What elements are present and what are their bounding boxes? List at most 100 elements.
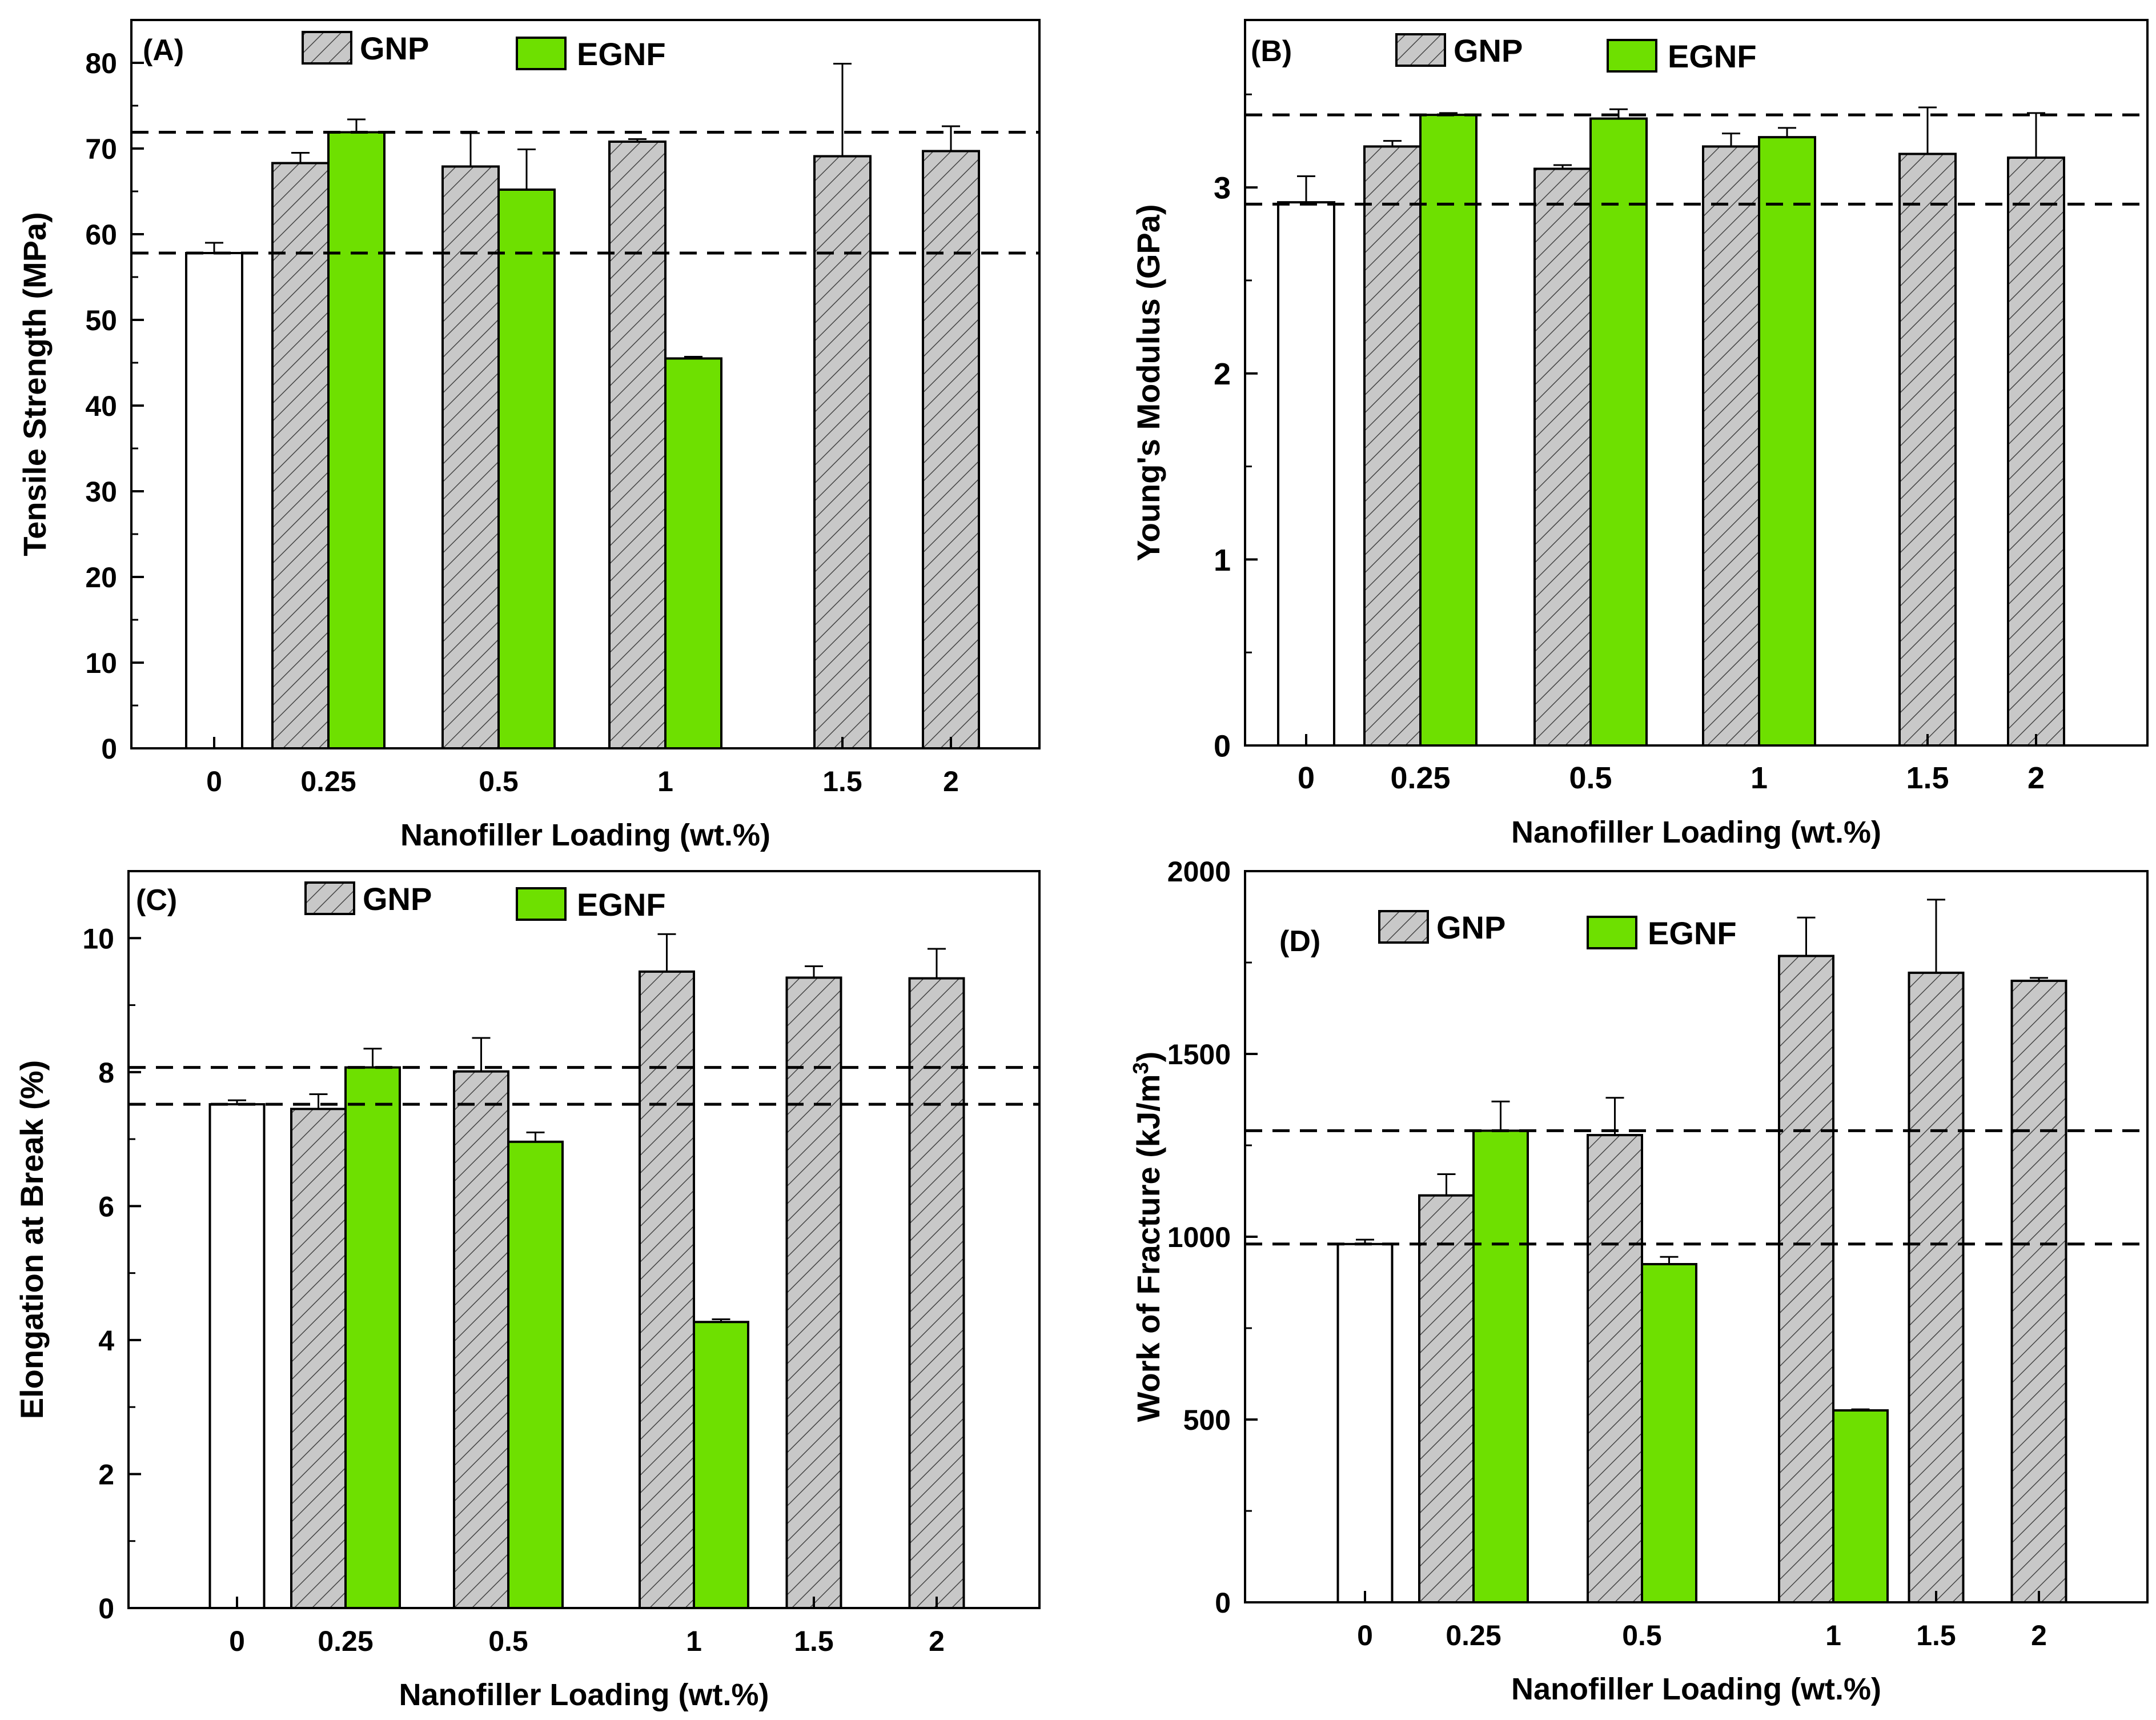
legend-egnf-swatch [1587,916,1637,949]
legend-egnf-swatch [516,887,567,921]
y-tick-label: 1000 [1167,1221,1231,1253]
panel-label: (D) [1279,925,1320,958]
bar-egnf-0.5 [507,1140,564,1610]
x-tick-label: 0.5 [479,765,519,797]
bar-egnf-1 [664,357,722,749]
bar-neat-0 [1277,201,1335,747]
y-tick-label: 4 [98,1325,114,1357]
legend-gnp-swatch [304,881,355,915]
bar-gnp-1 [639,970,695,1609]
y-tick-label: 60 [85,219,117,251]
x-tick-label: 2 [943,765,959,797]
y-tick-label: 6 [98,1190,114,1222]
y-tick-label: 0 [98,1593,114,1625]
legend: GNP EGNF [304,881,666,923]
y-tick-label: 2 [98,1458,114,1490]
bar-egnf-1 [1758,136,1816,747]
y-tick-label: 1 [1214,543,1231,578]
bar-gnp-1.5 [813,155,872,749]
legend-gnp-label: GNP [1454,33,1523,69]
panel-label: (B) [1251,35,1292,68]
bar-egnf-0.25 [344,1066,401,1610]
x-axis-label: Nanofiller Loading (wt.%) [400,818,770,852]
bar-gnp-1.5 [785,976,842,1609]
x-tick-label: 0 [206,765,222,797]
legend-gnp-label: GNP [1436,909,1505,945]
x-axis-label: Nanofiller Loading (wt.%) [399,1678,769,1712]
bar-gnp-1.5 [1898,153,1957,747]
y-tick-label: 80 [85,47,117,79]
y-axis-label: Tensile Strength (MPa) [17,212,53,556]
bar-neat-0 [1336,1242,1394,1604]
y-tick-label: 20 [85,562,117,594]
x-tick-label: 0 [1298,761,1315,795]
legend: GNP EGNF [1378,909,1737,951]
x-tick-label: 0 [229,1625,245,1657]
x-tick-label: 1 [1751,761,1768,795]
bar-gnp-1.5 [1908,971,1965,1603]
x-tick-label: 1 [686,1625,702,1657]
x-tick-label: 0.25 [300,765,356,797]
bar-egnf-0.5 [497,189,556,749]
y-tick-label: 50 [85,304,117,336]
x-tick-label: 0.25 [1446,1619,1501,1651]
x-axis-label: Nanofiller Loading (wt.%) [1511,815,1881,849]
y-axis-label: Young's Modulus (GPa) [1130,204,1166,561]
bar-gnp-2 [922,150,980,749]
legend-gnp-swatch [1378,910,1429,944]
x-tick-label: 1.5 [1916,1619,1956,1651]
legend-egnf-label: EGNF [577,887,666,923]
x-tick-label: 0.25 [1390,761,1450,795]
x-tick-label: 1.5 [794,1625,834,1657]
legend: GNP EGNF [1395,33,1757,74]
bar-gnp-0.5 [1533,167,1592,747]
y-axis-label: Work of Fracture (kJ/m3) [1129,1052,1166,1422]
panel-c: 0 2 4 6 8 10 0 0.25 0.5 1 1.5 2 Nanofiller Loading (… [14,870,1041,1712]
bar-egnf-0.5 [1589,117,1648,747]
x-tick-label: 0 [1357,1619,1373,1651]
x-tick-label: 2 [2031,1619,2047,1651]
x-tick-label: 1.5 [1906,761,1949,795]
bar-gnp-2 [2010,980,2067,1603]
y-tick-label: 8 [98,1057,114,1089]
legend-gnp-swatch [302,31,352,65]
y-tick-label: 10 [85,647,117,679]
plot-frame [130,19,1041,749]
x-tick-label: 2 [2027,761,2045,795]
bar-egnf-1 [693,1321,749,1609]
bar-gnp-0.5 [1587,1134,1643,1603]
panel-d: 0 500 1000 1500 2000 0 0.25 0.5 1 1.5 2 Nanofiller … [1129,856,2149,1706]
y-axis-label: Elongation at Break (%) [14,1060,50,1420]
legend-egnf-swatch [1607,39,1657,73]
x-tick-label: 1 [657,765,673,797]
y-tick-label: 500 [1183,1404,1231,1436]
y-tick-label: 2000 [1167,856,1231,888]
y-tick-label: 40 [85,390,117,422]
plot-frame [127,870,1041,1609]
y-tick-label: 2 [1214,357,1231,391]
plot-frame [1244,19,2149,747]
bar-egnf-0.25 [327,131,386,749]
legend-egnf-label: EGNF [1668,38,1757,74]
bar-gnp-0.25 [1363,145,1422,747]
x-tick-label: 0.5 [1569,761,1612,795]
bar-gnp-2 [908,977,965,1609]
panel-a: 0 10 20 30 40 50 60 70 80 0 0.25 0.5 1 1.5 2 Nanofiller… [17,19,1041,852]
bar-gnp-0.25 [290,1108,347,1610]
legend-gnp-label: GNP [360,30,429,66]
y-tick-label: 0 [1214,729,1231,763]
x-tick-label: 1 [1825,1619,1841,1651]
y-tick-label: 3 [1214,171,1231,206]
y-tick-label: 70 [85,133,117,165]
x-tick-label: 1.5 [822,765,862,797]
y-tick-label: 1500 [1167,1039,1231,1071]
legend-gnp-label: GNP [363,881,432,917]
bar-egnf-0.25 [1472,1129,1529,1603]
bar-gnp-0.25 [1418,1194,1475,1603]
y-tick-label: 10 [82,923,114,955]
bar-egnf-1 [1832,1409,1889,1603]
bar-egnf-0.5 [1641,1263,1697,1603]
panel-label: (A) [143,34,184,67]
legend: GNP EGNF [302,30,666,72]
